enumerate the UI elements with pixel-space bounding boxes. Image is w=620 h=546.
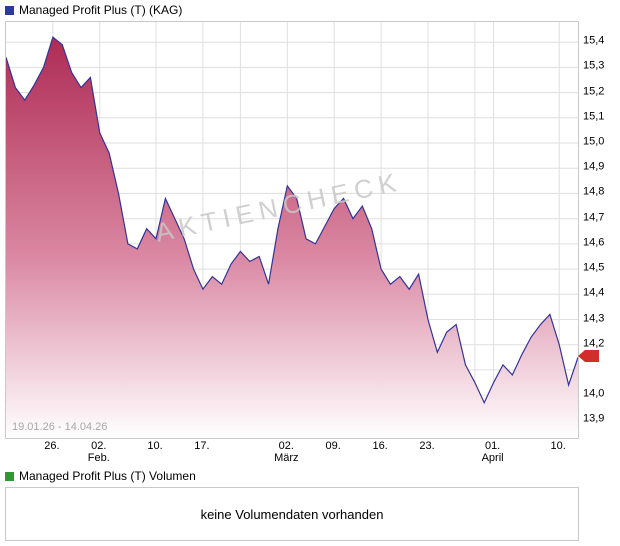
- y-axis-label: 14,4: [583, 286, 605, 299]
- marker-arrow-icon: [578, 350, 585, 362]
- volume-chart-title: Managed Profit Plus (T) Volumen: [19, 469, 196, 483]
- y-axis: 15,4 15,3 15,2 15,1 15,0 14,9 14,8 14,7 14,6 14,5…: [583, 21, 619, 437]
- x-axis: 26. 02. Feb. 10. 17. 02. März 09. 16. 23. 01. April…: [5, 438, 577, 468]
- y-axis-label: 15,2: [583, 85, 605, 98]
- y-axis-label: 13,9: [583, 412, 605, 425]
- no-volume-message: keine Volumendaten vorhanden: [200, 506, 384, 522]
- x-axis-label: 02.: [278, 440, 294, 452]
- volume-chart-legend: Managed Profit Plus (T) Volumen: [5, 470, 196, 482]
- price-chart-canvas: [6, 22, 578, 438]
- x-axis-label: 02.: [91, 440, 107, 452]
- x-axis-month-label: April: [481, 452, 504, 464]
- y-axis-label: 14,8: [583, 185, 605, 198]
- x-axis-label: 09.: [325, 440, 341, 452]
- price-chart-title: Managed Profit Plus (T) (KAG): [19, 3, 183, 17]
- price-area: [6, 37, 578, 438]
- x-axis-label: 16.: [372, 440, 388, 452]
- y-axis-label: 14,3: [583, 312, 605, 324]
- y-axis-label: 14,9: [583, 160, 605, 173]
- x-axis-month-label: März: [274, 452, 299, 464]
- y-axis-label: 14,0: [583, 387, 605, 400]
- volume-panel: keine Volumendaten vorhanden: [5, 487, 579, 541]
- last-price-marker: [578, 350, 599, 362]
- y-axis-label: 14,5: [583, 261, 605, 274]
- price-series-swatch-icon: [5, 5, 14, 15]
- x-axis-label: 17.: [194, 440, 210, 452]
- y-axis-label: 15,1: [583, 110, 605, 123]
- y-axis-label: 14,6: [583, 236, 605, 249]
- y-axis-label: 14,7: [583, 211, 605, 224]
- x-axis-label: 26.: [44, 440, 60, 452]
- y-axis-label: 15,3: [583, 59, 605, 72]
- date-range-label: 19.01.26 - 14.04.26: [12, 421, 108, 433]
- y-axis-label: 15,4: [583, 34, 605, 47]
- x-axis-label: 10.: [147, 440, 163, 452]
- price-chart: Aktiencheck 19.01.26 - 14.04.26: [5, 21, 579, 439]
- x-axis-label: 01.: [484, 440, 501, 452]
- marker-body: [585, 350, 599, 362]
- price-line: [6, 36, 578, 405]
- x-axis-label: 23.: [419, 440, 435, 452]
- x-axis-month-label: Feb.: [87, 452, 110, 464]
- volume-series-swatch-icon: [5, 471, 14, 481]
- y-axis-label: 14,2: [583, 337, 605, 350]
- x-axis-label: 10.: [550, 440, 566, 452]
- price-chart-legend: Managed Profit Plus (T) (KAG): [5, 4, 182, 16]
- y-axis-label: 15,0: [583, 135, 605, 148]
